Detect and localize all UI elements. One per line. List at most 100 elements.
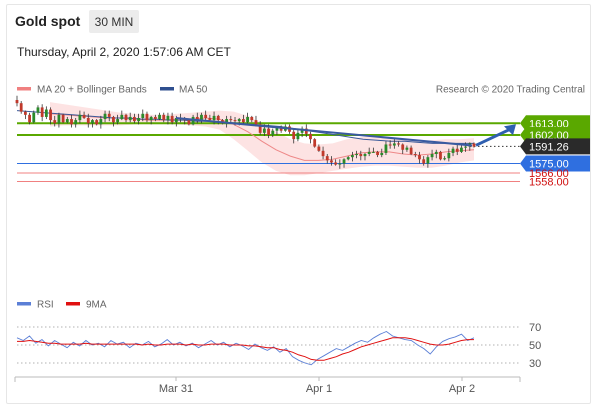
- candle-body: [162, 114, 166, 121]
- candle-body: [44, 109, 48, 117]
- candle-body: [145, 113, 149, 121]
- candle: [292, 128, 296, 144]
- candle: [141, 109, 145, 122]
- candle-body: [413, 154, 417, 156]
- candle-body: [120, 114, 124, 120]
- candle: [279, 125, 283, 133]
- candle: [418, 151, 421, 164]
- candle: [78, 110, 82, 124]
- candle: [74, 118, 78, 128]
- candle-body: [401, 144, 405, 150]
- candle-body: [242, 119, 245, 123]
- candle: [250, 115, 254, 123]
- candle: [137, 113, 140, 125]
- candle: [359, 150, 363, 161]
- candle: [317, 144, 321, 152]
- x-tick-label: Apr 1: [306, 383, 332, 395]
- candle-body: [355, 154, 359, 156]
- candle-body: [225, 119, 229, 124]
- candle: [334, 159, 338, 166]
- candle-body: [15, 100, 19, 104]
- candle: [355, 150, 359, 159]
- candle-body: [426, 157, 430, 164]
- candle: [413, 151, 417, 158]
- candle: [313, 138, 317, 148]
- candle-body: [74, 120, 78, 125]
- candle: [91, 119, 94, 128]
- candle: [309, 131, 312, 144]
- candle-body: [451, 148, 455, 153]
- candle-body: [132, 116, 136, 122]
- candle-body: [460, 147, 463, 152]
- candle: [325, 154, 329, 164]
- candle-body: [116, 119, 120, 123]
- rsi-9ma-line: [17, 337, 474, 361]
- x-tick-label: Mar 31: [159, 383, 193, 395]
- 9ma-legend-swatch: [66, 302, 80, 306]
- candle-body: [418, 155, 421, 160]
- candle-body: [430, 154, 434, 158]
- candle: [112, 115, 115, 127]
- candle: [371, 147, 375, 153]
- candle: [451, 146, 455, 157]
- candle: [32, 110, 36, 124]
- candle: [149, 115, 153, 125]
- candle-body: [191, 116, 195, 125]
- candle: [460, 144, 463, 153]
- candle-body: [28, 114, 31, 123]
- candle-body: [53, 120, 57, 124]
- candle-body: [124, 114, 128, 121]
- candle-body: [296, 132, 300, 140]
- candle-body: [237, 119, 241, 122]
- candle-body: [371, 151, 375, 153]
- level-label-1575.00: 1575.00: [529, 159, 569, 171]
- level-tag-1575.00: [520, 155, 590, 172]
- candle: [208, 114, 212, 122]
- candle-body: [70, 119, 73, 125]
- candle: [342, 158, 346, 168]
- candle: [439, 150, 442, 161]
- instrument-title: Gold spot: [15, 13, 81, 29]
- candle-body: [195, 116, 199, 121]
- candle: [455, 144, 459, 156]
- rsi-legend-swatch: [17, 302, 31, 306]
- candle: [384, 141, 388, 156]
- candle: [330, 156, 333, 166]
- ma50-legend-label: MA 50: [179, 85, 208, 96]
- candle-body: [359, 154, 363, 157]
- candle: [40, 104, 44, 122]
- rsi-plot: 70 50 30: [16, 322, 541, 370]
- candle-body: [363, 154, 367, 157]
- candle: [376, 150, 379, 158]
- candle-body: [262, 128, 266, 133]
- candle-body: [246, 116, 249, 123]
- candle: [363, 152, 367, 161]
- candle: [53, 115, 57, 127]
- candle-body: [405, 147, 409, 150]
- candle-body: [271, 130, 275, 135]
- timeframe-badge[interactable]: 30 MIN: [89, 10, 139, 33]
- credit-text: Research © 2020 Trading Central: [436, 85, 585, 96]
- candle: [392, 139, 396, 149]
- candle: [430, 149, 434, 161]
- candle-body: [250, 116, 254, 121]
- candle: [246, 112, 249, 124]
- x-axis: Mar 31 Apr 1 Apr 2: [14, 376, 521, 395]
- candle: [57, 112, 61, 128]
- rsi-tick-70: 70: [529, 322, 541, 334]
- candle: [19, 101, 23, 114]
- candle-body: [292, 131, 296, 140]
- candle-body: [99, 119, 103, 125]
- candle-body: [388, 144, 392, 146]
- candle-body: [23, 111, 27, 115]
- candle-body: [40, 107, 44, 117]
- level-label-1566.00: 1566.00: [529, 168, 569, 180]
- candle: [401, 143, 405, 154]
- candle: [86, 113, 90, 128]
- candle-body: [57, 114, 61, 124]
- candle: [99, 115, 103, 129]
- candle-body: [204, 114, 208, 118]
- candle-body: [107, 113, 111, 117]
- projection-arrow-shaft: [475, 127, 511, 147]
- candle: [405, 145, 409, 152]
